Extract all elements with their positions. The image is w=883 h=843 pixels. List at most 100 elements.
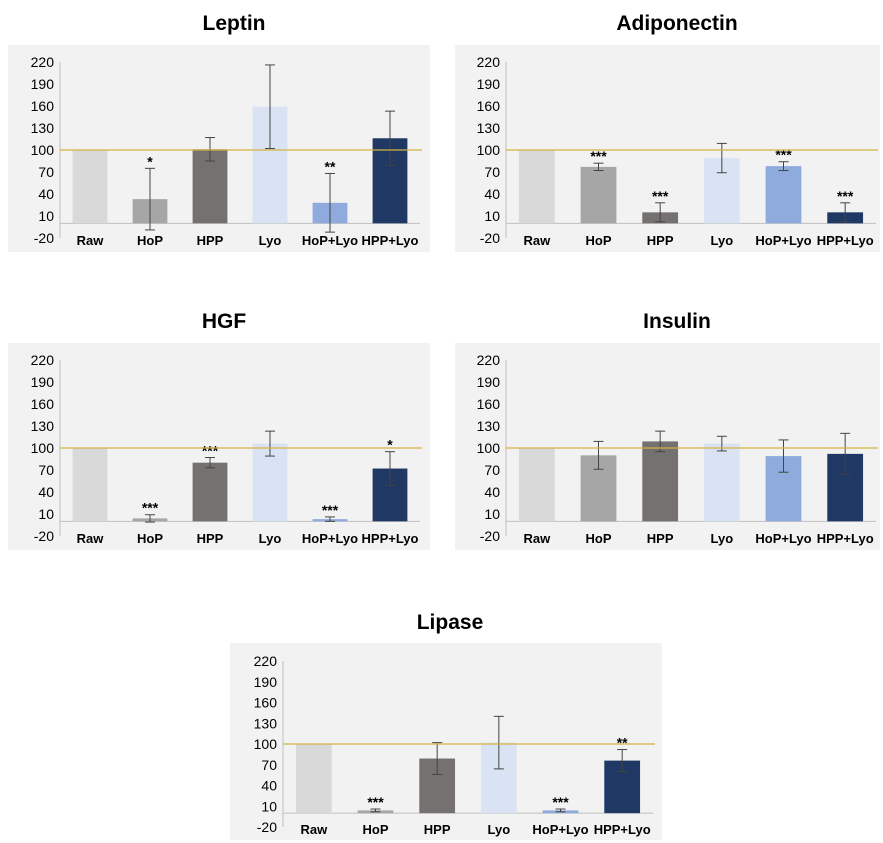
y-tick-label: 70 (484, 164, 500, 180)
category-label: HoP+Lyo (532, 822, 588, 837)
category-label: HPP+Lyo (817, 233, 874, 248)
y-tick-label: 40 (38, 186, 54, 202)
y-tick-label: 190 (31, 374, 55, 390)
y-tick-label: 100 (31, 142, 55, 158)
significance-label: *** (142, 500, 159, 516)
y-tick-label: 190 (477, 76, 501, 92)
y-tick-label: 190 (477, 374, 501, 390)
y-tick-label: 100 (31, 440, 55, 456)
bar (192, 462, 228, 522)
y-tick-label: 70 (484, 462, 500, 478)
category-label: HPP+Lyo (362, 233, 419, 248)
category-label: HPP (647, 233, 674, 248)
category-label: HoP+Lyo (302, 233, 358, 248)
category-label: Raw (300, 822, 328, 837)
category-label: Raw (523, 233, 551, 248)
bar (72, 150, 108, 224)
y-tick-label: -20 (34, 528, 54, 544)
significance-label: * (387, 437, 393, 453)
chart-title: Insulin (643, 310, 711, 333)
category-label: HPP+Lyo (594, 822, 651, 837)
category-label: HoP+Lyo (302, 531, 358, 546)
bar (518, 150, 555, 224)
chart-title: Leptin (203, 12, 266, 35)
y-tick-label: 10 (484, 506, 500, 522)
significance-label: *** (775, 147, 792, 163)
significance-label: * (147, 153, 153, 169)
chart-title: HGF (202, 310, 247, 333)
category-label: HoP+Lyo (755, 531, 811, 546)
y-tick-label: 100 (477, 142, 501, 158)
category-label: HoP (137, 531, 163, 546)
y-tick-label: 160 (254, 695, 278, 711)
category-label: Lyo (488, 822, 511, 837)
significance-label: *** (552, 794, 569, 810)
category-label: HoP+Lyo (755, 233, 811, 248)
y-tick-label: 40 (38, 484, 54, 500)
significance-label: *** (837, 188, 854, 204)
y-tick-label: 10 (484, 208, 500, 224)
y-tick-label: 160 (31, 98, 55, 114)
category-label: Raw (523, 531, 551, 546)
category-label: Lyo (711, 531, 734, 546)
category-label: HoP (586, 233, 612, 248)
y-tick-label: 190 (31, 76, 55, 92)
category-label: Lyo (711, 233, 734, 248)
y-tick-label: 130 (477, 418, 501, 434)
y-tick-label: 10 (38, 506, 54, 522)
significance-label: ** (325, 158, 336, 174)
y-tick-label: -20 (480, 230, 500, 246)
y-tick-label: 40 (484, 484, 500, 500)
y-tick-label: 40 (484, 186, 500, 202)
y-tick-label: 190 (254, 674, 278, 690)
bar (580, 166, 617, 224)
bar (72, 448, 108, 522)
y-tick-label: 130 (477, 120, 501, 136)
significance-label: ** (617, 735, 628, 751)
category-label: HPP+Lyo (362, 531, 419, 546)
y-tick-label: -20 (34, 230, 54, 246)
category-label: HoP (586, 531, 612, 546)
y-tick-label: 220 (477, 54, 501, 70)
chart-title: Adiponectin (616, 12, 737, 35)
y-tick-label: -20 (257, 819, 277, 835)
bar (765, 166, 802, 224)
category-label: HPP (647, 531, 674, 546)
y-tick-label: 100 (477, 440, 501, 456)
significance-label: *** (202, 443, 219, 459)
chart-title: Lipase (417, 611, 484, 634)
y-tick-label: 70 (38, 462, 54, 478)
y-tick-label: 160 (477, 98, 501, 114)
y-tick-label: 100 (254, 736, 278, 752)
significance-label: *** (590, 148, 607, 164)
y-tick-label: 40 (261, 778, 277, 794)
y-tick-label: 10 (38, 208, 54, 224)
significance-label: *** (322, 502, 339, 518)
y-tick-label: 10 (261, 798, 277, 814)
category-label: HoP (137, 233, 163, 248)
bar (518, 448, 555, 522)
category-label: Lyo (259, 531, 282, 546)
category-label: HPP (424, 822, 451, 837)
y-tick-label: 220 (477, 352, 501, 368)
y-tick-label: -20 (480, 528, 500, 544)
category-label: HoP (363, 822, 389, 837)
y-tick-label: 220 (31, 54, 55, 70)
y-tick-label: 220 (31, 352, 55, 368)
category-label: Lyo (259, 233, 282, 248)
bar (703, 443, 740, 522)
y-tick-label: 220 (254, 653, 278, 669)
y-tick-label: 70 (38, 164, 54, 180)
y-tick-label: 160 (477, 396, 501, 412)
y-tick-label: 70 (261, 757, 277, 773)
y-tick-label: 130 (31, 418, 55, 434)
category-label: HPP (197, 531, 224, 546)
significance-label: *** (367, 794, 384, 810)
bar (642, 441, 679, 522)
category-label: Raw (77, 531, 105, 546)
bar (192, 149, 228, 224)
category-label: HPP+Lyo (817, 531, 874, 546)
bar (295, 744, 332, 814)
y-tick-label: 160 (31, 396, 55, 412)
